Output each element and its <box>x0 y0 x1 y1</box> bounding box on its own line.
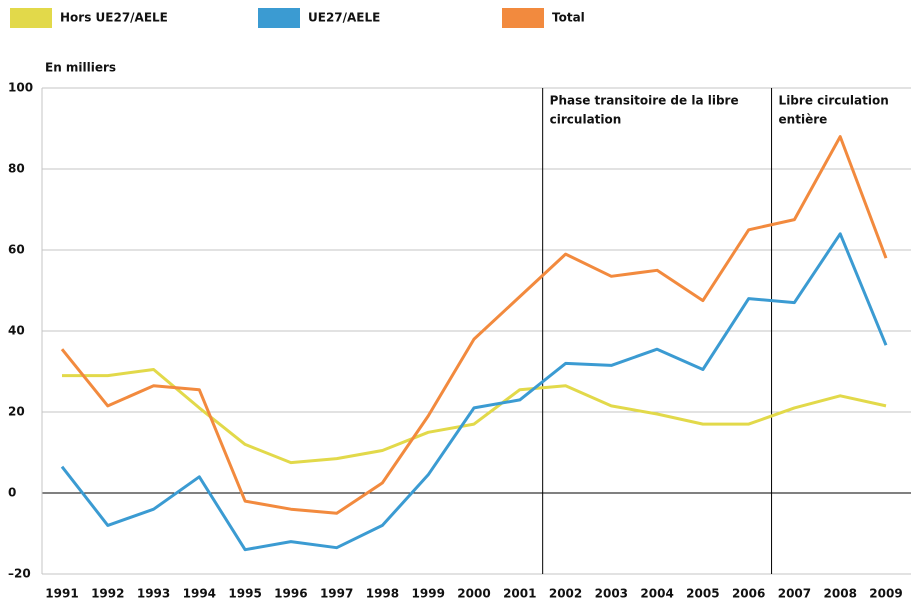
series-line <box>60 135 888 515</box>
y-tick-label: 20 <box>8 405 25 419</box>
x-tick-label: 2003 <box>595 587 628 601</box>
x-tick-label: 2008 <box>824 587 857 601</box>
annotation: circulation <box>550 113 622 127</box>
y-tick-label: 100 <box>8 81 33 95</box>
x-tick-label: 1998 <box>366 587 399 601</box>
y-tick-label: 40 <box>8 324 25 338</box>
x-tick-label: 2006 <box>732 587 765 601</box>
x-tick-label: 2002 <box>549 587 582 601</box>
x-tick-label: 2007 <box>778 587 811 601</box>
annotation: Libre circulation <box>779 94 889 108</box>
x-tick-label: 1996 <box>274 587 307 601</box>
x-tick-label: 2004 <box>640 587 673 601</box>
x-tick-label: 2001 <box>503 587 536 601</box>
legend-swatch <box>502 8 544 28</box>
x-tick-label: 1991 <box>45 587 78 601</box>
y-tick-label: 80 <box>8 162 25 176</box>
annotation: entière <box>779 113 828 127</box>
series-line <box>62 368 887 465</box>
x-tick-label: 2000 <box>457 587 490 601</box>
y-tick-label: 60 <box>8 243 25 257</box>
x-tick-label: 1994 <box>183 587 216 601</box>
y-tick-label: –20 <box>8 567 31 581</box>
legend-swatch <box>10 8 52 28</box>
legend-label: Total <box>552 11 585 25</box>
legend-swatch <box>258 8 300 28</box>
x-tick-label: 1995 <box>228 587 261 601</box>
legend-label: Hors UE27/AELE <box>60 11 168 25</box>
y-tick-label: 0 <box>8 486 16 500</box>
annotation: Phase transitoire de la libre <box>550 94 739 108</box>
x-tick-label: 1993 <box>137 587 170 601</box>
y-axis-label: En milliers <box>45 61 116 75</box>
series-line <box>60 232 888 552</box>
legend-label: UE27/AELE <box>308 11 380 25</box>
x-tick-label: 1999 <box>412 587 445 601</box>
x-tick-label: 1992 <box>91 587 124 601</box>
x-tick-label: 2009 <box>869 587 902 601</box>
x-tick-label: 1997 <box>320 587 353 601</box>
x-tick-label: 2005 <box>686 587 719 601</box>
